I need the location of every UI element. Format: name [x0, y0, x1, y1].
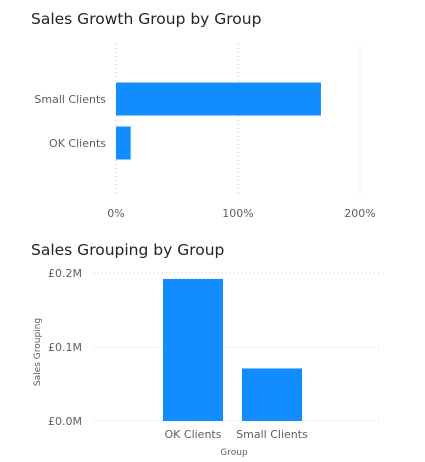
- x-category-label: Small Clients: [236, 428, 308, 441]
- bar: [163, 278, 223, 421]
- chart-title: Sales Growth Group by Group: [31, 10, 262, 28]
- sales-growth-chart[interactable]: Sales Growth Group by Group 0% 100% 200% Sm…: [0, 0, 425, 232]
- y-tick-label: £0.0M: [48, 415, 82, 428]
- x-tick-label: 200%: [344, 207, 375, 220]
- x-category-label: OK Clients: [165, 428, 222, 441]
- y-tick-label: £0.2M: [48, 267, 82, 280]
- sales-grouping-chart[interactable]: Sales Grouping by Group £0.0M £0.1M £0.2M O…: [0, 232, 425, 462]
- y-category-label: Small Clients: [34, 93, 106, 106]
- bar-chart-horizontal: 0% 100% 200% Small Clients OK Clients: [34, 44, 376, 220]
- x-tick-label: 0%: [107, 207, 124, 220]
- y-category-label: OK Clients: [49, 137, 106, 150]
- bar: [116, 126, 131, 160]
- bar: [242, 368, 302, 421]
- x-tick-label: 100%: [222, 207, 253, 220]
- x-axis-title: Group: [220, 448, 248, 458]
- chart-title: Sales Grouping by Group: [31, 241, 225, 259]
- y-axis-title: Sales Grouping: [33, 318, 43, 386]
- bar: [116, 82, 321, 116]
- bar-chart-vertical: £0.0M £0.1M £0.2M OK Clients Small Clients Gr…: [33, 267, 380, 458]
- y-tick-label: £0.1M: [48, 341, 82, 354]
